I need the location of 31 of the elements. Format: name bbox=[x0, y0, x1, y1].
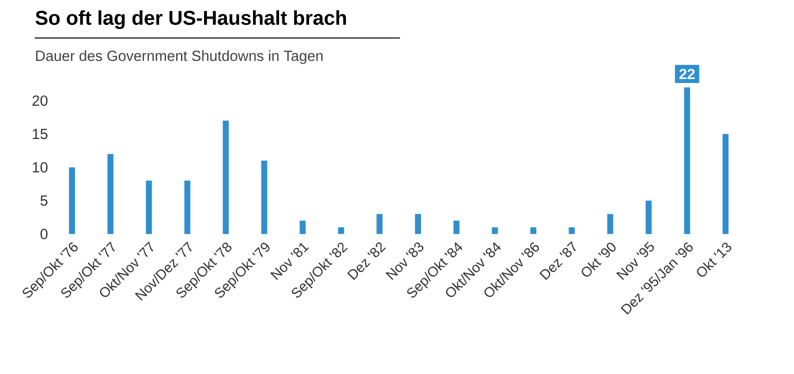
bar bbox=[415, 214, 421, 234]
bar bbox=[722, 134, 729, 234]
bar bbox=[300, 220, 306, 234]
x-tick-label: Dez '87 bbox=[539, 241, 576, 280]
bar bbox=[492, 227, 498, 234]
bar bbox=[568, 227, 575, 234]
bar bbox=[376, 214, 383, 234]
bar bbox=[222, 120, 229, 234]
y-tick-label: 15 bbox=[32, 128, 48, 140]
bar bbox=[261, 160, 268, 234]
bar bbox=[184, 180, 190, 234]
y-tick-label: 5 bbox=[40, 196, 48, 206]
x-tick-label: Okt '13 bbox=[697, 242, 732, 277]
y-tick-label: 0 bbox=[40, 228, 48, 240]
bar bbox=[646, 200, 652, 234]
x-tick-label: Nov '83 bbox=[386, 242, 424, 280]
chart-title: So oft lag der US-Haushalt brach bbox=[36, 10, 346, 29]
bar bbox=[107, 154, 114, 234]
bar bbox=[530, 227, 536, 234]
x-tick-label: Okt '90 bbox=[582, 242, 616, 277]
y-tick-label: 20 bbox=[32, 95, 48, 106]
data-label: 22 bbox=[679, 68, 695, 80]
y-tick-label: 10 bbox=[32, 162, 48, 173]
x-tick-label: Dez '82 bbox=[347, 242, 386, 280]
chart-subtitle: Dauer des Government Shutdowns in Tagen bbox=[36, 50, 323, 64]
bar bbox=[146, 180, 152, 234]
bar bbox=[453, 220, 460, 234]
bar bbox=[338, 227, 344, 234]
bar bbox=[607, 214, 614, 234]
bar bbox=[69, 167, 76, 234]
bar bbox=[684, 87, 690, 234]
